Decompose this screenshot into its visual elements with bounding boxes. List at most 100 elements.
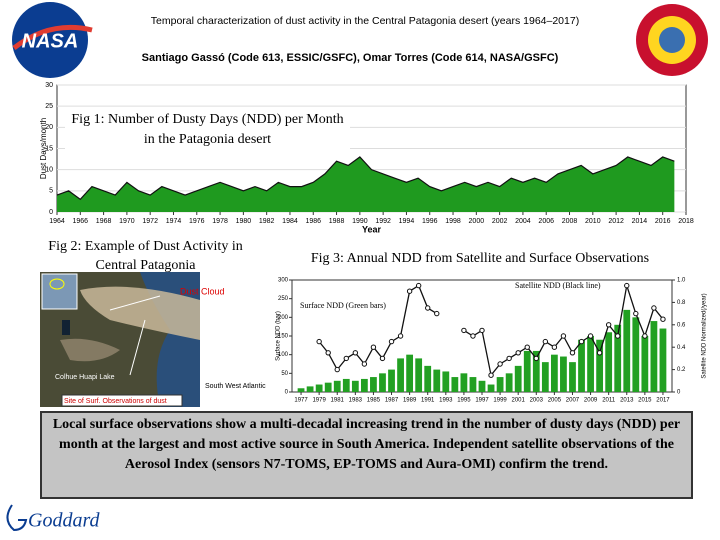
y2-tick-label: 0.4 [677,345,686,351]
point [533,355,539,362]
point [515,350,521,356]
bar [315,384,323,392]
x-tick-label: 1977 [294,398,308,404]
point [578,338,585,345]
bar [550,354,558,392]
point [479,327,485,334]
x-tick-label: 2005 [548,398,562,404]
point [470,333,476,339]
x-tick-label: 1998 [445,218,461,225]
point [506,355,512,362]
bar [578,339,585,392]
bar [605,332,613,392]
point [361,361,368,367]
x-tick-label: 1988 [329,218,345,225]
bar [587,336,594,392]
label: Colhue Huapi Lake [55,374,115,381]
y2-tick-label: 0.2 [677,367,686,373]
bar [478,380,486,392]
bar [351,380,359,392]
point [461,327,467,334]
x-tick-label: 1986 [305,218,321,225]
umd-logo-center [659,27,685,53]
annotation: Surface NDD (Green bars) [300,301,386,310]
bar [487,384,495,392]
point [542,338,549,345]
x-tick-label: 2016 [655,218,671,225]
inset-map [41,273,78,310]
x-tick-label: 1980 [236,218,252,225]
x-tick-label: 1990 [352,218,368,225]
x-tick-label: 1999 [493,398,507,404]
point [388,338,395,345]
x-tick-label: 1993 [439,398,453,404]
x-tick-label: 1996 [422,218,438,225]
point [660,316,666,322]
bar [514,365,522,392]
x-tick-label: 1992 [375,218,391,225]
bar [297,388,305,392]
y2-tick-label: 1.0 [677,278,686,284]
label: Dust Cloud [180,286,225,296]
x-tick-label: 1974 [166,218,182,225]
point [325,350,331,356]
label: South West Atlantic [205,383,266,390]
bar [505,373,513,392]
goddard-logo: Goddard [28,510,100,532]
bar [569,362,576,392]
y-tick-label: 25 [45,103,53,110]
y-axis-label: Surface NDD (bar) [276,311,282,361]
bar [360,378,368,392]
y-tick-label: 50 [281,371,288,377]
nasa-logo-text: NASA [22,30,79,52]
x-tick-label: 2012 [608,218,624,225]
x-tick-label: 2018 [678,218,694,225]
area [57,156,675,212]
bar [388,369,395,392]
bar [496,377,504,392]
label: Site of Surf. Observations of dust [64,398,167,405]
y2-axis-label: Satellite NDD Normalized(/year) [702,293,708,378]
x-tick-label: 2001 [512,398,526,404]
x-tick-label: 2015 [638,398,652,404]
y-tick-label: 250 [278,296,289,302]
x-tick-label: 2006 [538,218,554,225]
x-tick-label: 1994 [399,218,415,225]
line [56,156,675,201]
y-tick-label: 15 [45,145,53,152]
point [425,305,431,311]
x-tick-label: 1964 [49,218,65,225]
x-tick-label: 1979 [312,398,326,404]
bar [442,371,450,392]
x-tick-label: 1976 [189,218,205,225]
bar [532,350,540,392]
point [524,344,530,350]
point [587,333,594,339]
bar [342,378,350,392]
y2-tick-label: 0 [677,390,681,396]
bar [469,377,477,392]
x-tick-label: 2014 [632,218,648,225]
bar [623,309,631,392]
dust-cloud [80,286,200,340]
point [497,361,503,367]
x-tick-label: 1970 [119,218,135,225]
x-tick-label: 1981 [331,398,345,404]
x-tick-label: 1997 [475,398,489,404]
x-tick-label: 1968 [96,218,112,225]
y-tick-label: 5 [49,188,53,195]
nasa-swoosh [12,24,93,50]
x-tick-label: 2010 [585,218,601,225]
y-axis-label: Dust Days/month [39,118,48,179]
point [406,288,413,294]
point [343,355,349,362]
annotation: Satellite NDD (Black line) [515,281,601,290]
x-tick-label: 1987 [385,398,399,404]
goddard-mark [6,504,28,532]
bar [379,373,386,392]
y2-tick-label: 0.8 [677,300,686,306]
bar [541,362,549,392]
bar [596,339,604,392]
